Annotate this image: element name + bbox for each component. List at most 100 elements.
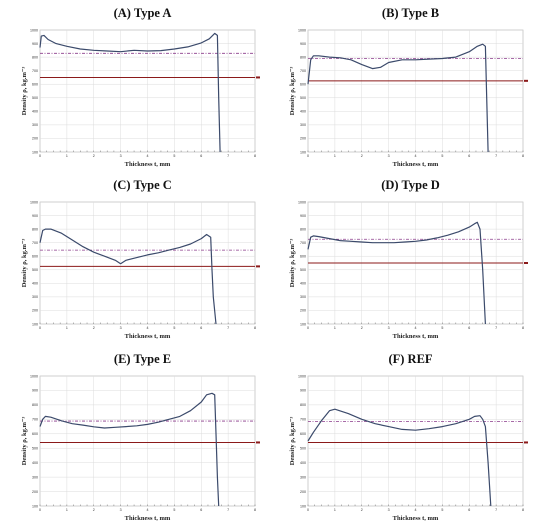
y-tick-label: 100	[32, 322, 38, 326]
x-tick-label: 6	[468, 326, 470, 330]
chart-title: (F) REF	[388, 352, 433, 366]
chart-svg: 0 1 2 3 4 5 6 7 8 100 200 300 400 500 600 700 800 900 1000…	[289, 28, 528, 168]
x-tick-label: 3	[120, 326, 122, 330]
chart-panel-c: (C) Type C 0 1 2 3 4 5 6 7 8 100 200 300 400 500 600 70…	[20, 178, 265, 340]
x-tick-label: 1	[334, 508, 336, 512]
x-tick-label: 3	[120, 508, 122, 512]
x-tick-label: 7	[495, 326, 497, 330]
x-tick-label: 2	[93, 154, 95, 158]
y-tick-label: 300	[32, 295, 38, 299]
y-tick-label: 500	[32, 268, 38, 272]
x-tick-label: 4	[415, 508, 417, 512]
y-axis-label: Density ρ, kg.m⁻³	[21, 417, 28, 466]
x-tick-label: 7	[495, 508, 497, 512]
y-tick-label: 500	[300, 447, 306, 451]
y-tick-label: 1000	[30, 28, 38, 32]
x-tick-label: 1	[66, 508, 68, 512]
density-profile-line	[307, 221, 486, 325]
chart-title: (A) Type A	[113, 6, 172, 20]
x-tick-label: 6	[200, 326, 202, 330]
x-tick-label: 0	[307, 326, 309, 330]
y-axis-label: Density ρ, kg.m⁻³	[21, 239, 28, 288]
y-tick-label: 900	[300, 389, 306, 393]
chart-svg: 0 1 2 3 4 5 6 7 8 100 200 300 400 500 600 700 800 900 1000…	[21, 374, 260, 522]
x-tick-label: 3	[388, 326, 390, 330]
y-tick-label: 200	[32, 490, 38, 494]
y-tick-label: 600	[300, 83, 306, 87]
y-tick-label: 100	[32, 504, 38, 508]
y-tick-label: 400	[32, 461, 38, 465]
y-tick-label: 1000	[298, 374, 306, 378]
y-tick-label: 100	[300, 504, 306, 508]
chart-panel-f: (F) REF 0 1 2 3 4 5 6 7 8 100 200 300 400 500 600 700 80…	[288, 352, 533, 522]
y-tick-label: 300	[300, 123, 306, 127]
y-tick-label: 100	[300, 150, 306, 154]
x-tick-label: 8	[522, 326, 524, 330]
y-tick-label: 1000	[298, 200, 306, 204]
y-tick-label: 700	[300, 69, 306, 73]
chart-svg: 0 1 2 3 4 5 6 7 8 100 200 300 400 500 600 700 800 900 1000…	[289, 374, 528, 522]
y-tick-label: 400	[300, 461, 306, 465]
y-axis-label: Density ρ, kg.m⁻³	[289, 239, 296, 288]
y-tick-label: 900	[32, 389, 38, 393]
chart-title: (B) Type B	[381, 6, 440, 20]
y-tick-label: 900	[32, 42, 38, 46]
x-axis-label: Thickness t, mm	[393, 515, 439, 522]
y-tick-label: 500	[300, 96, 306, 100]
y-tick-label: 800	[300, 55, 306, 59]
y-axis-label: Density ρ, kg.m⁻³	[289, 417, 296, 466]
y-axis-label: Density ρ, kg.m⁻³	[289, 67, 296, 116]
x-tick-label: 7	[227, 326, 229, 330]
chart-svg: 0 1 2 3 4 5 6 7 8 100 200 300 400 500 600 700 800 900 1000…	[21, 200, 260, 340]
reference-marker	[256, 265, 260, 268]
y-tick-label: 400	[32, 110, 38, 114]
x-tick-label: 4	[415, 326, 417, 330]
x-tick-label: 0	[307, 508, 309, 512]
y-tick-label: 400	[300, 110, 306, 114]
y-tick-label: 200	[300, 490, 306, 494]
chart-panel-e: (E) Type E 0 1 2 3 4 5 6 7 8 100 200 300 400 500 600 70…	[20, 352, 265, 522]
x-tick-label: 6	[468, 154, 470, 158]
x-tick-label: 5	[441, 508, 443, 512]
y-tick-label: 100	[32, 150, 38, 154]
x-tick-label: 5	[173, 508, 175, 512]
x-tick-label: 8	[522, 154, 524, 158]
chart-svg: 0 1 2 3 4 5 6 7 8 100 200 300 400 500 600 700 800 900 1000…	[289, 200, 528, 340]
y-tick-label: 900	[300, 42, 306, 46]
y-tick-label: 400	[300, 282, 306, 286]
x-tick-label: 3	[388, 508, 390, 512]
y-tick-label: 600	[32, 83, 38, 87]
x-tick-label: 7	[495, 154, 497, 158]
y-tick-label: 200	[300, 137, 306, 141]
x-tick-label: 8	[254, 508, 256, 512]
x-tick-label: 2	[361, 154, 363, 158]
chart-svg: 0 1 2 3 4 5 6 7 8 100 200 300 400 500 600 700 800 900 1000…	[21, 28, 260, 168]
x-tick-label: 4	[147, 154, 149, 158]
reference-marker	[524, 79, 528, 82]
density-profile-line	[39, 228, 217, 325]
reference-marker	[524, 441, 528, 444]
x-tick-label: 6	[468, 508, 470, 512]
chart-panel-a: (A) Type A 0 1 2 3 4 5 6 7 8 100 200 300 400 500 600 70…	[20, 6, 265, 168]
x-tick-label: 1	[334, 154, 336, 158]
x-tick-label: 5	[173, 326, 175, 330]
y-tick-label: 600	[32, 432, 38, 436]
x-tick-label: 0	[39, 326, 41, 330]
x-axis-label: Thickness t, mm	[125, 333, 171, 340]
chart-title: (E) Type E	[113, 352, 172, 366]
x-tick-label: 8	[254, 154, 256, 158]
x-tick-label: 4	[147, 326, 149, 330]
y-tick-label: 300	[32, 475, 38, 479]
x-tick-label: 2	[361, 508, 363, 512]
y-tick-label: 400	[32, 282, 38, 286]
x-tick-label: 8	[254, 326, 256, 330]
y-tick-label: 300	[300, 475, 306, 479]
y-tick-label: 600	[300, 432, 306, 436]
y-tick-label: 200	[32, 137, 38, 141]
x-tick-label: 4	[415, 154, 417, 158]
x-tick-label: 0	[307, 154, 309, 158]
y-tick-label: 800	[32, 227, 38, 231]
y-tick-label: 800	[32, 403, 38, 407]
density-profile-line	[39, 32, 221, 153]
y-tick-label: 700	[300, 241, 306, 245]
